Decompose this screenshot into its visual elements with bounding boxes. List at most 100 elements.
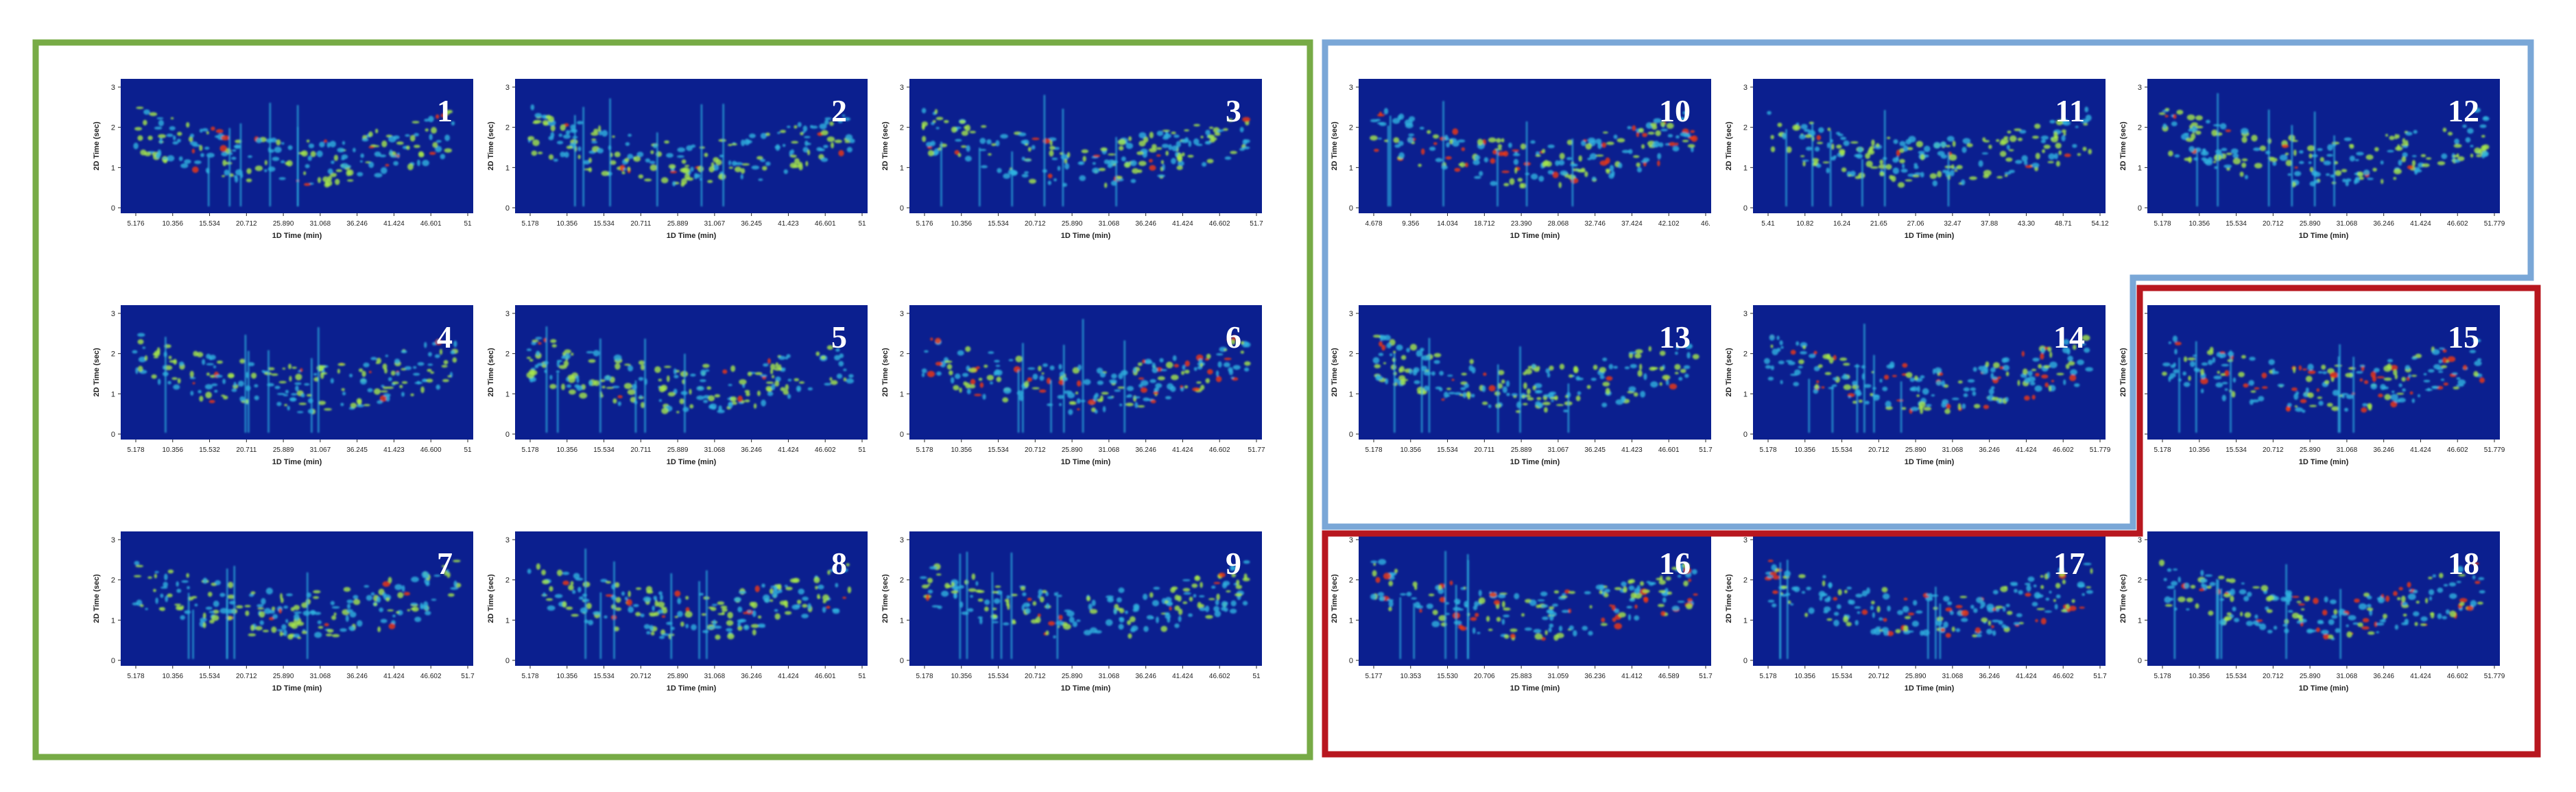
panel-number: 18 bbox=[2448, 546, 2479, 581]
y-tick-label: 0 bbox=[1349, 657, 1353, 665]
x-axis-title: 1D Time (min) bbox=[667, 684, 717, 693]
x-axis-title: 1D Time (min) bbox=[1510, 684, 1560, 693]
x-axis-title: 1D Time (min) bbox=[1061, 684, 1111, 693]
y-tick-label: 3 bbox=[1349, 84, 1353, 92]
x-tick-label: 36.245 bbox=[346, 446, 368, 454]
y-axis-title: 2D Time (sec) bbox=[1331, 574, 1339, 623]
x-tick-label: 46.602 bbox=[815, 446, 836, 454]
x-axis-title: 1D Time (min) bbox=[2299, 232, 2349, 240]
contour-peaks bbox=[921, 95, 1251, 206]
y-axis-title: 2D Time (sec) bbox=[487, 574, 495, 623]
contour-peaks bbox=[1370, 551, 1698, 659]
x-tick-label: 31.067 bbox=[704, 220, 726, 228]
y-tick-label: 0 bbox=[505, 204, 510, 213]
x-tick-label: 25.889 bbox=[667, 220, 689, 228]
panel-number: 3 bbox=[1226, 93, 1241, 128]
x-tick-label: 51.77 bbox=[1248, 446, 1265, 454]
panel-number: 13 bbox=[1659, 320, 1691, 355]
x-axis-title: 1D Time (min) bbox=[2299, 684, 2349, 693]
y-tick-label: 3 bbox=[2138, 84, 2142, 92]
y-tick-label: 2 bbox=[1349, 350, 1353, 359]
y-axis-title: 2D Time (sec) bbox=[1725, 121, 1733, 171]
y-tick-label: 1 bbox=[111, 390, 115, 398]
panel-number: 15 bbox=[2448, 320, 2479, 355]
x-tick-label: 46.602 bbox=[1209, 673, 1230, 680]
y-tick-label: 2 bbox=[1743, 350, 1748, 359]
x-tick-label: 20.712 bbox=[1868, 673, 1889, 680]
y-tick-label: 0 bbox=[900, 657, 904, 665]
panel-number: 4 bbox=[437, 320, 453, 355]
x-tick-label: 25.890 bbox=[667, 673, 689, 680]
x-tick-label: 51 bbox=[858, 673, 866, 680]
x-tick-label: 15.534 bbox=[2226, 446, 2247, 454]
x-tick-label: 36.245 bbox=[741, 220, 762, 228]
y-tick-label: 0 bbox=[2138, 657, 2142, 665]
x-tick-label: 46.602 bbox=[1209, 446, 1230, 454]
x-tick-label: 5.41 bbox=[1761, 220, 1775, 228]
x-tick-label: 46. bbox=[1701, 220, 1710, 228]
y-axis-title: 2D Time (sec) bbox=[881, 574, 890, 623]
x-tick-label: 36.246 bbox=[346, 673, 368, 680]
x-tick-label: 25.890 bbox=[1062, 220, 1083, 228]
x-axis-title: 1D Time (min) bbox=[667, 458, 717, 466]
x-tick-label: 20.711 bbox=[630, 220, 651, 228]
y-tick-label: 3 bbox=[111, 310, 115, 318]
chromatogram-panel-14: 0 1 2 3 2D Time (sec) 5.178 10.356 15.534 20.712… bbox=[1725, 305, 2111, 466]
y-tick-label: 0 bbox=[1743, 204, 1748, 213]
y-tick-label: 0 bbox=[1743, 657, 1748, 665]
y-tick-label: 0 bbox=[505, 657, 510, 665]
x-tick-label: 25.889 bbox=[1511, 446, 1532, 454]
y-tick-label: 1 bbox=[505, 390, 510, 398]
x-tick-label: 46.602 bbox=[2447, 446, 2468, 454]
x-tick-label: 20.712 bbox=[1025, 220, 1046, 228]
y-tick-label: 2 bbox=[1349, 124, 1353, 132]
x-tick-label: 36.246 bbox=[2373, 220, 2394, 228]
x-tick-label: 41.424 bbox=[1172, 446, 1193, 454]
x-tick-label: 46.602 bbox=[1209, 220, 1230, 228]
y-tick-label: 2 bbox=[2138, 577, 2142, 585]
x-tick-label: 5.178 bbox=[127, 446, 144, 454]
y-tick-label: 0 bbox=[900, 431, 904, 439]
x-tick-label: 14.034 bbox=[1437, 220, 1458, 228]
x-tick-label: 31.068 bbox=[1099, 220, 1120, 228]
contour-peaks bbox=[526, 326, 854, 433]
x-tick-label: 46.602 bbox=[2447, 220, 2468, 228]
x-tick-label: 15.534 bbox=[1437, 446, 1458, 454]
plot-area bbox=[1753, 79, 2106, 213]
x-tick-label: 20.712 bbox=[1025, 673, 1046, 680]
x-tick-label: 21.65 bbox=[1870, 220, 1887, 228]
x-tick-label: 51.779 bbox=[2484, 446, 2505, 454]
x-tick-label: 15.534 bbox=[593, 220, 615, 228]
x-tick-label: 36.246 bbox=[1135, 220, 1156, 228]
x-tick-label: 25.890 bbox=[1905, 673, 1927, 680]
y-tick-label: 2 bbox=[2138, 124, 2142, 132]
x-tick-label: 10.356 bbox=[162, 220, 183, 228]
y-tick-label: 1 bbox=[900, 390, 904, 398]
x-tick-label: 16.24 bbox=[1833, 220, 1850, 228]
x-tick-label: 10.356 bbox=[556, 446, 577, 454]
x-tick-label: 10.353 bbox=[1400, 673, 1421, 680]
x-tick-label: 51 bbox=[1252, 673, 1261, 680]
x-tick-label: 51.7 bbox=[461, 673, 475, 680]
x-tick-label: 31.068 bbox=[704, 446, 726, 454]
x-tick-label: 20.711 bbox=[236, 446, 257, 454]
x-tick-label: 15.534 bbox=[1831, 446, 1852, 454]
x-tick-label: 5.176 bbox=[916, 220, 933, 228]
chromatogram-panel-16: 0 1 2 3 2D Time (sec) 5.177 10.353 15.530 20.706… bbox=[1331, 531, 1713, 693]
contour-peaks bbox=[133, 102, 455, 206]
contour-peaks bbox=[132, 560, 462, 659]
x-tick-label: 41.424 bbox=[383, 220, 405, 228]
x-tick-label: 25.890 bbox=[273, 220, 294, 228]
x-tick-label: 41.424 bbox=[2016, 673, 2037, 680]
x-tick-label: 31.067 bbox=[310, 446, 331, 454]
contour-peaks bbox=[921, 319, 1251, 433]
chromatogram-panel-2: 0 1 2 3 2D Time (sec) 5.178 10.356 15.534 20.711… bbox=[487, 79, 868, 240]
y-tick-label: 2 bbox=[505, 577, 510, 585]
x-tick-label: 46.601 bbox=[1658, 446, 1680, 454]
x-tick-label: 10.356 bbox=[556, 220, 577, 228]
x-tick-label: 42.102 bbox=[1658, 220, 1680, 228]
y-axis-title: 2D Time (sec) bbox=[487, 121, 495, 171]
x-tick-label: 51 bbox=[464, 220, 472, 228]
